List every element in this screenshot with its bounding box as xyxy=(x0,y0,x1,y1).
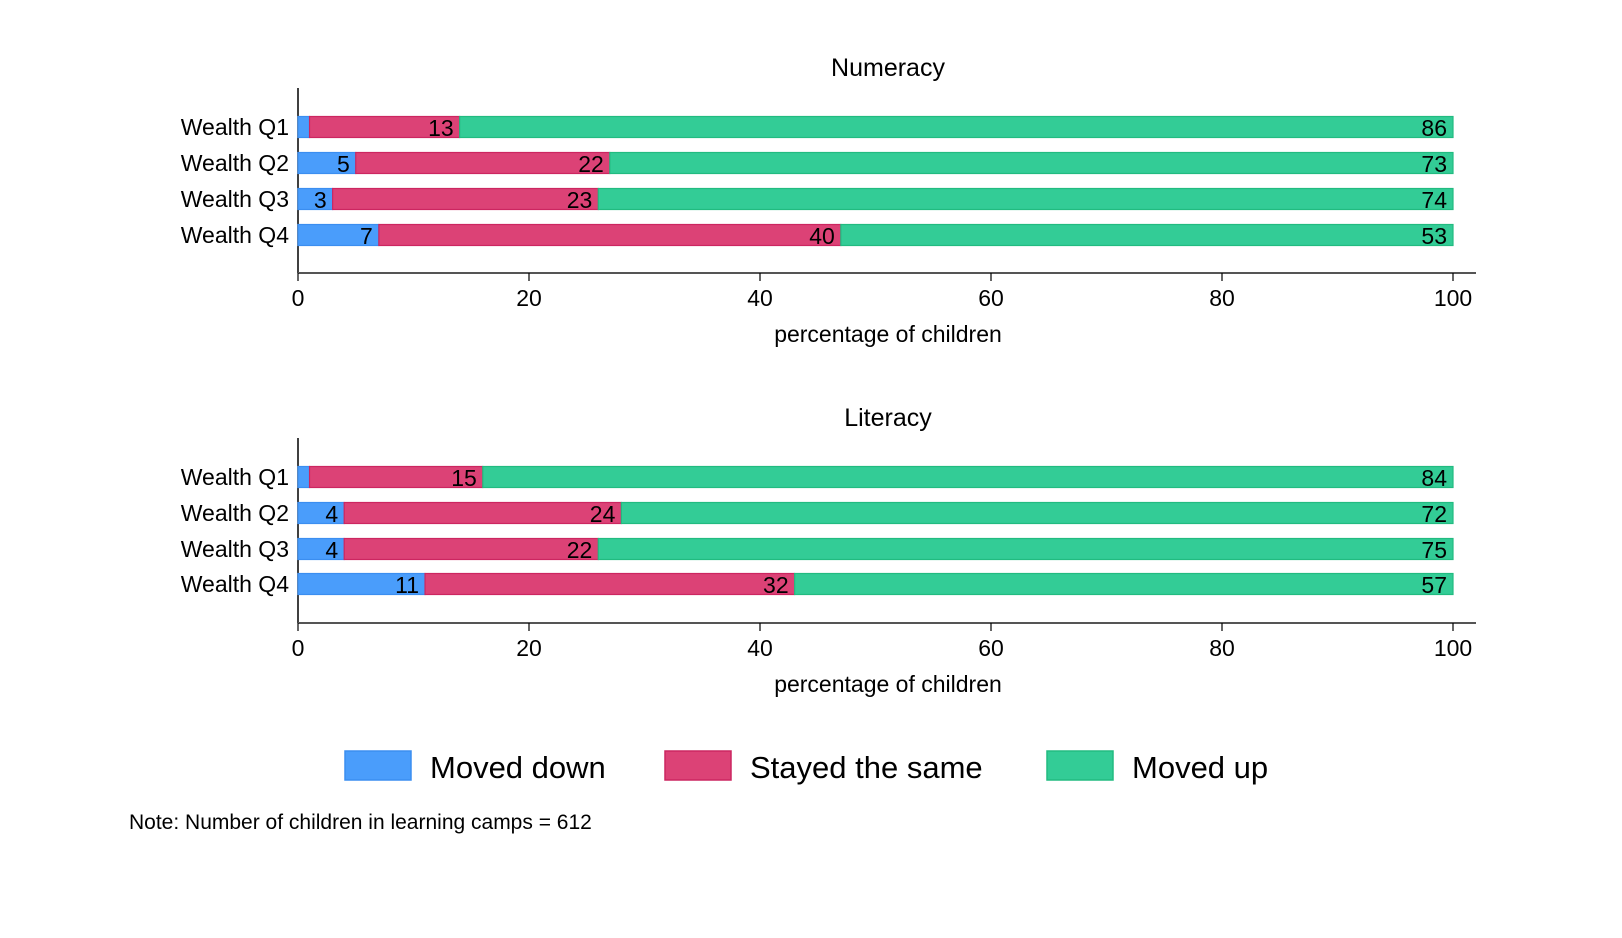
x-axis-label: percentage of children xyxy=(774,321,1002,347)
data-label-stayed-the-same: 24 xyxy=(590,501,616,527)
x-tick-label: 20 xyxy=(516,285,542,311)
x-axis-label: percentage of children xyxy=(774,671,1002,697)
legend-label: Moved up xyxy=(1132,750,1268,785)
x-tick-label: 80 xyxy=(1209,285,1235,311)
x-tick-label: 40 xyxy=(747,635,773,661)
data-label-moved-up: 72 xyxy=(1421,501,1447,527)
y-category-label: Wealth Q3 xyxy=(181,186,289,212)
y-category-label: Wealth Q1 xyxy=(181,464,289,490)
legend: Moved down Stayed the same Moved up xyxy=(344,750,1268,785)
legend-item-stayed-the-same: Stayed the same xyxy=(664,750,983,785)
bar-segment-stayed-the-same xyxy=(378,223,842,247)
x-tick-label: 60 xyxy=(978,635,1004,661)
bar-segment-stayed-the-same xyxy=(343,501,623,525)
footnote: Note: Number of children in learning cam… xyxy=(129,811,592,834)
legend-item-moved-up: Moved up xyxy=(1046,750,1268,785)
data-label-stayed-the-same: 13 xyxy=(428,115,454,141)
bar-segment-moved-up xyxy=(840,223,1454,247)
bar-segment-moved-up xyxy=(482,465,1454,489)
data-label-moved-down: 11 xyxy=(395,572,419,598)
panel-title: Literacy xyxy=(844,404,932,432)
x-tick-label: 80 xyxy=(1209,635,1235,661)
bar-segment-moved-down xyxy=(297,115,311,139)
y-category-label: Wealth Q4 xyxy=(181,571,289,597)
x-tick-label: 100 xyxy=(1434,285,1472,311)
data-label-moved-down: 4 xyxy=(325,537,338,563)
data-label-stayed-the-same: 32 xyxy=(763,572,789,598)
data-label-moved-up: 53 xyxy=(1421,223,1447,249)
bar-segment-stayed-the-same xyxy=(332,187,599,211)
bar-segment-moved-up xyxy=(620,501,1454,525)
data-label-stayed-the-same: 23 xyxy=(567,187,593,213)
data-label-moved-down: 5 xyxy=(337,151,350,177)
data-label-moved-up: 84 xyxy=(1421,465,1447,491)
bar-segment-stayed-the-same xyxy=(424,572,796,596)
x-tick-label: 40 xyxy=(747,285,773,311)
y-category-label: Wealth Q1 xyxy=(181,114,289,140)
bar-segment-moved-up xyxy=(597,187,1454,211)
data-label-moved-up: 74 xyxy=(1421,187,1447,213)
legend-label: Stayed the same xyxy=(750,750,983,785)
legend-swatch xyxy=(344,750,412,781)
x-tick-label: 0 xyxy=(292,635,305,661)
y-category-label: Wealth Q2 xyxy=(181,150,289,176)
legend-swatch xyxy=(1046,750,1114,781)
data-label-moved-down: 4 xyxy=(325,501,338,527)
x-tick-label: 0 xyxy=(292,285,305,311)
bar-segment-moved-up xyxy=(459,115,1454,139)
legend-item-moved-down: Moved down xyxy=(344,750,606,785)
legend-swatch xyxy=(664,750,732,781)
x-tick-label: 60 xyxy=(978,285,1004,311)
bar-segment-moved-up xyxy=(794,572,1454,596)
data-label-moved-down: 3 xyxy=(314,187,327,213)
x-tick-label: 100 xyxy=(1434,635,1472,661)
data-label-stayed-the-same: 40 xyxy=(809,223,835,249)
bar-segment-moved-up xyxy=(597,537,1454,561)
data-label-stayed-the-same: 22 xyxy=(567,537,593,563)
bar-segment-moved-down xyxy=(297,465,311,489)
data-label-moved-up: 73 xyxy=(1421,151,1447,177)
bar-segment-stayed-the-same xyxy=(343,537,599,561)
literacy-panel: Literacy percentage of children 0 20 40 60 8… xyxy=(181,404,1476,697)
data-label-moved-down: 7 xyxy=(360,223,373,249)
bar-segment-moved-up xyxy=(609,151,1454,175)
y-category-label: Wealth Q4 xyxy=(181,222,289,248)
data-label-stayed-the-same: 15 xyxy=(451,465,477,491)
data-label-moved-up: 75 xyxy=(1421,537,1447,563)
y-category-label: Wealth Q3 xyxy=(181,536,289,562)
panel-title: Numeracy xyxy=(831,54,945,82)
data-label-moved-up: 86 xyxy=(1421,115,1447,141)
x-tick-label: 20 xyxy=(516,635,542,661)
y-category-label: Wealth Q2 xyxy=(181,500,289,526)
legend-label: Moved down xyxy=(430,750,606,785)
data-label-stayed-the-same: 22 xyxy=(578,151,604,177)
numeracy-panel: Numeracy percentage of children 0 20 40 60 8… xyxy=(181,54,1476,347)
bar-segment-stayed-the-same xyxy=(355,151,611,175)
data-label-moved-up: 57 xyxy=(1421,572,1447,598)
